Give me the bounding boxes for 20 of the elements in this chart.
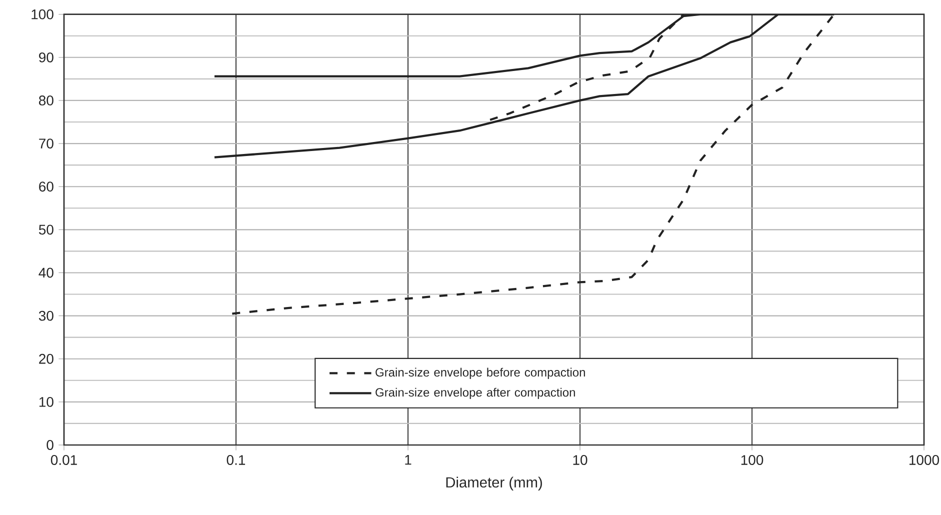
- x-tick-label: 1000: [910, 455, 940, 465]
- x-tick-label: 100: [741, 455, 764, 465]
- x-tick-label: 10: [573, 455, 588, 465]
- y-tick-label: 80: [38, 96, 54, 106]
- y-tick-label: 30: [38, 310, 54, 321]
- y-tick-label: 10: [39, 396, 54, 407]
- x-tick-label: 0.01: [50, 455, 77, 465]
- y-tick-label: 60: [39, 182, 54, 192]
- x-tick-label: 0.1: [226, 455, 246, 465]
- y-tick-label: 40: [38, 268, 54, 278]
- x-tick-label: 1: [405, 455, 412, 465]
- y-tick-label: 100: [32, 9, 54, 20]
- legend-label: Grain-size envelope before compaction: [376, 368, 585, 379]
- x-axis-title: Diameter (mm): [446, 476, 542, 490]
- legend-label: Grain-size envelope after compaction: [376, 388, 575, 400]
- y-tick-label: 70: [39, 138, 54, 148]
- y-tick-label: 50: [38, 224, 54, 235]
- y-tick-label: 90: [39, 52, 54, 62]
- y-tick-label: 20: [39, 354, 54, 364]
- y-tick-label: 0: [46, 440, 54, 450]
